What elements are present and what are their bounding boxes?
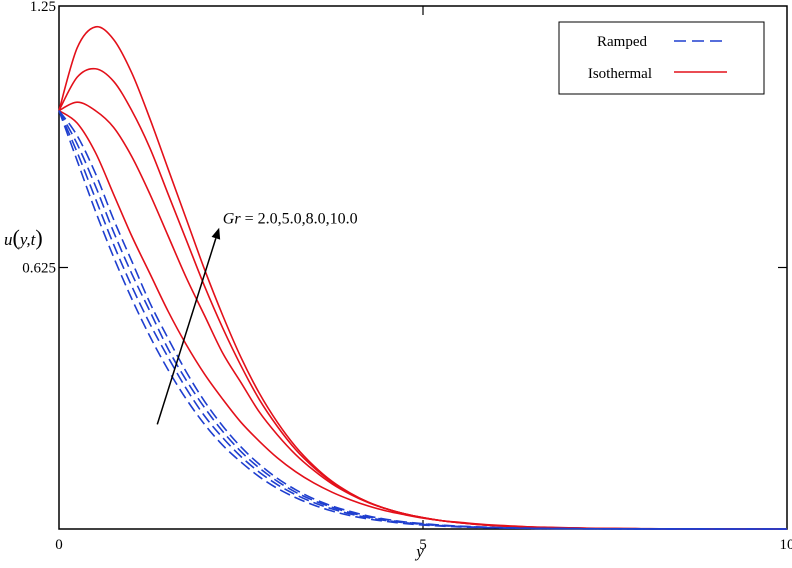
annotation-arrowhead [211,227,221,240]
legend-label-ramped: Ramped [597,34,647,50]
legend-label-isothermal: Isothermal [588,66,652,82]
x-axis-label: y [414,542,424,561]
legend: Ramped Isothermal [558,21,765,95]
series-line-isothermal-gr-5 [58,101,788,530]
series-line-isothermal-gr-8 [58,67,788,530]
gr-annotation: Gr = 2.0,5.0,8.0,10.0 [156,211,358,425]
x-tick-label: 10 [780,537,792,553]
series-line-ramped-gr-8 [58,110,787,530]
series-line-isothermal-gr-10 [58,25,788,530]
series-line-isothermal-gr-2 [58,109,788,530]
annotation-arrow [156,238,217,425]
axis-tick-labels: 0 5 10 0.625 1.25 [22,0,792,553]
series-line-ramped-gr-5 [58,110,787,530]
x-tick-label: 0 [55,537,63,553]
series-layer [58,25,788,530]
x-tick-label: 5 [419,537,427,553]
y-axis-label: u(y,t) [4,225,43,250]
annotation-text: Gr = 2.0,5.0,8.0,10.0 [223,211,358,228]
y-tick-label: 0.625 [22,261,56,277]
series-line-ramped-gr-2 [58,110,787,530]
y-tick-label: 1.25 [30,0,56,15]
series-line-ramped-gr-10 [58,110,787,530]
legend-box [558,21,765,95]
